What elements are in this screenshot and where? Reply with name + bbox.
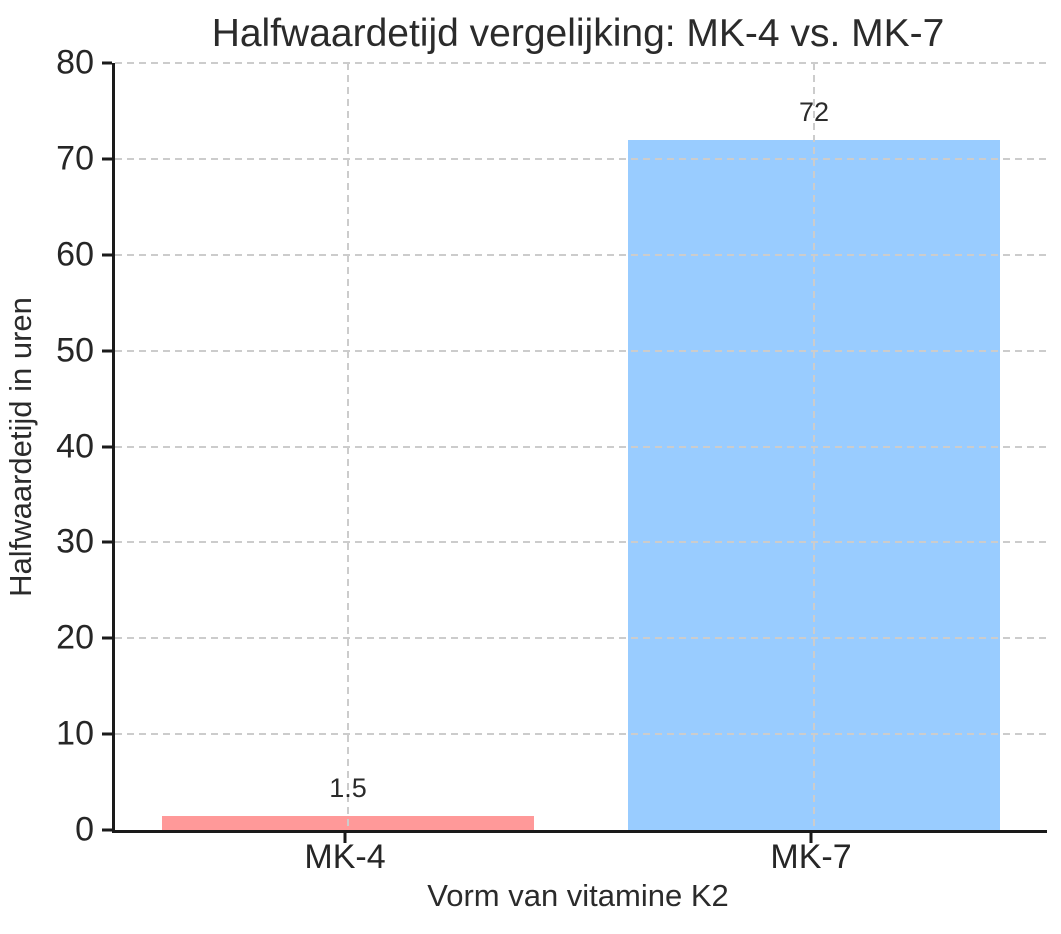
y-axis-label: Halfwaardetijd in uren [3,297,38,597]
v-gridline-mk-4 [347,63,349,830]
value-label-mk-4: 1.5 [329,772,367,803]
plot-area: 1.5 72 [112,62,1047,833]
y-tick-mark-20 [102,636,112,640]
x-tick-mark-mk-7 [809,833,813,843]
x-tick-label-mk-4: MK-4 [304,838,386,876]
y-tick-mark-80 [102,61,112,65]
y-tick-label-10: 10 [56,714,94,753]
chart-title: Halfwaardetijd vergelijking: MK-4 vs. MK… [211,12,945,55]
y-tick-mark-10 [102,732,112,736]
x-tick-label-mk-7: MK-7 [770,838,852,876]
y-tick-label-50: 50 [56,331,94,370]
value-label-mk-7: 72 [798,96,830,127]
y-tick-label-40: 40 [56,427,94,465]
bar-mk-4 [161,815,535,830]
y-tick-label-60: 60 [56,235,94,274]
y-tick-mark-40 [102,445,112,448]
x-tick-mark-mk-4 [343,833,347,843]
y-tick-label-20: 20 [56,618,94,657]
y-tick-label-0: 0 [75,810,94,849]
y-tick-label-80: 80 [56,43,94,82]
y-tick-mark-0 [102,828,112,832]
y-tick-label-30: 30 [56,522,94,561]
y-tick-mark-60 [102,253,112,257]
x-axis-label: Vorm van vitamine K2 [427,878,729,913]
bar-mk-7 [627,139,1001,830]
y-tick-mark-50 [102,349,112,353]
y-tick-mark-30 [102,540,112,544]
y-tick-label-70: 70 [56,139,94,178]
y-tick-mark-70 [102,157,112,161]
h-gridline-80 [115,62,1047,64]
